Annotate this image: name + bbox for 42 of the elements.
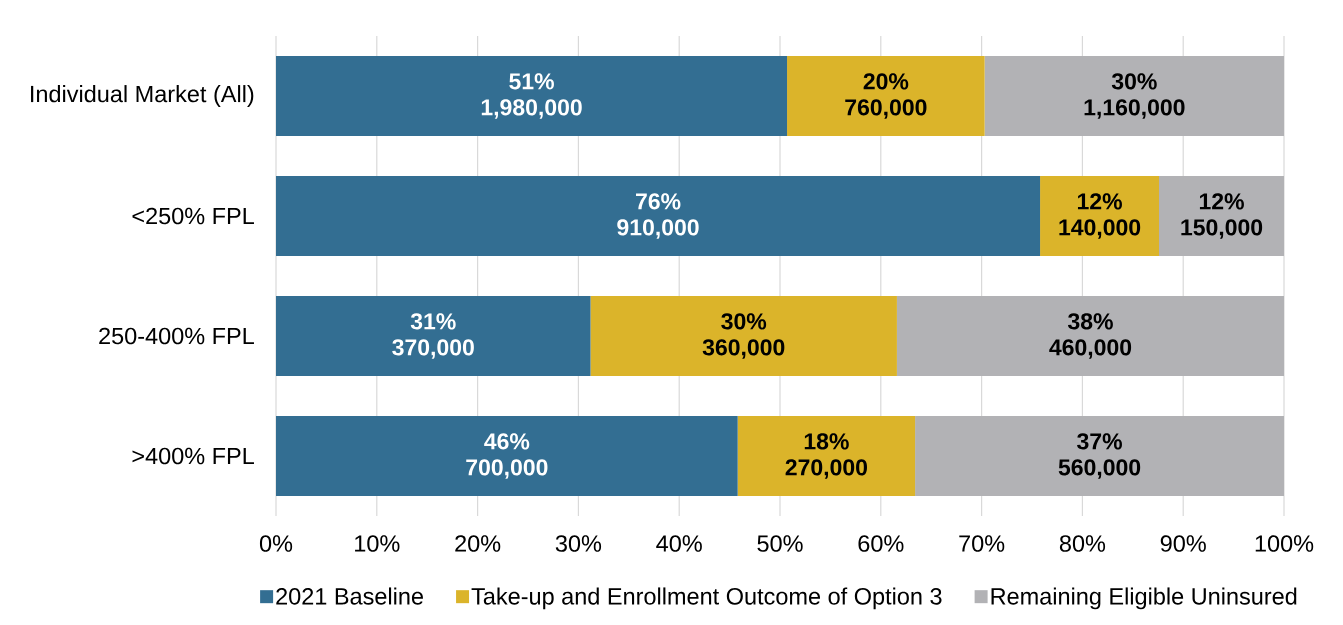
data-label: 30% 1,160,000 bbox=[1084, 73, 1185, 119]
x-tick-label: 90% bbox=[1160, 535, 1206, 552]
bar bbox=[276, 296, 591, 377]
bar bbox=[276, 176, 1041, 257]
data-label: 12% 140,000 bbox=[1059, 193, 1141, 239]
data-label: 12% 150,000 bbox=[1181, 193, 1263, 239]
bar bbox=[590, 296, 897, 377]
data-label: 18% 270,000 bbox=[785, 433, 867, 479]
bar bbox=[737, 416, 916, 497]
x-tick-label: 80% bbox=[1059, 535, 1106, 552]
x-tick-label: 70% bbox=[959, 535, 1005, 552]
bar bbox=[1159, 176, 1284, 257]
x-tick-label: 20% bbox=[455, 535, 501, 552]
bar bbox=[896, 296, 1284, 377]
x-tick-label: 60% bbox=[858, 535, 904, 552]
bar bbox=[787, 56, 985, 137]
data-label: 76% 910,000 bbox=[617, 193, 699, 239]
legend-label: Take-up and Enrollment Outcome of Option 3 bbox=[471, 587, 942, 610]
x-tick-label: 30% bbox=[555, 535, 602, 552]
bar bbox=[915, 416, 1284, 497]
legend-label: Remaining Eligible Uninsured bbox=[991, 587, 1297, 610]
data-label: 30% 360,000 bbox=[702, 313, 785, 359]
x-tick-label: 100% bbox=[1255, 535, 1314, 552]
data-label: 31% 370,000 bbox=[392, 313, 474, 359]
y-tick-label: <250% FPL bbox=[132, 207, 254, 225]
x-tick-label: 40% bbox=[656, 535, 702, 552]
bar bbox=[1040, 176, 1160, 257]
bar bbox=[276, 416, 738, 497]
data-label: 51% 1,980,000 bbox=[481, 73, 582, 119]
data-label: 46% 700,000 bbox=[466, 433, 548, 479]
y-tick-label: >400% FPL bbox=[132, 447, 254, 465]
y-tick-label: 250-400% FPL bbox=[99, 327, 254, 345]
y-tick-label: Individual Market (All) bbox=[31, 85, 254, 107]
x-tick-label: 0% bbox=[259, 535, 293, 552]
bar bbox=[276, 56, 788, 137]
legend-label: 2021 Baseline bbox=[276, 587, 423, 605]
bar bbox=[984, 56, 1284, 137]
x-tick-label: 10% bbox=[355, 535, 400, 552]
x-tick-label: 50% bbox=[757, 535, 803, 552]
data-label: 37% 560,000 bbox=[1058, 433, 1141, 479]
data-label: 20% 760,000 bbox=[845, 73, 927, 119]
data-label: 38% 460,000 bbox=[1049, 313, 1132, 359]
